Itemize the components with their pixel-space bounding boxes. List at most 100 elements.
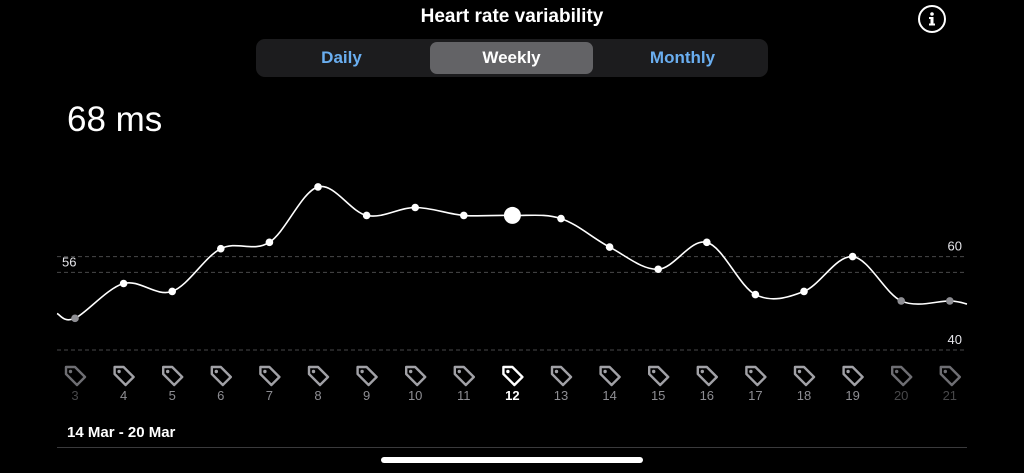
- tag-icon-hole: [409, 369, 413, 374]
- x-tick-label: 7: [266, 388, 273, 403]
- hrv-value: 68 ms: [67, 100, 163, 139]
- data-point: [314, 183, 322, 191]
- x-tick-label: 18: [797, 388, 811, 403]
- data-point: [411, 203, 420, 212]
- x-tick-label: 6: [217, 388, 224, 403]
- tag-icon-outline: [550, 365, 573, 387]
- data-point: [217, 244, 225, 253]
- tag-icon-hole: [214, 369, 218, 374]
- page-title: Heart rate variability: [420, 6, 604, 27]
- x-tick-label: 13: [554, 388, 568, 403]
- tag-icon-outline: [307, 365, 330, 387]
- tag-icon[interactable]: [550, 365, 573, 387]
- tab-daily[interactable]: Daily: [321, 48, 362, 67]
- tag-icon-outline: [210, 365, 233, 387]
- tag-icon-hole: [700, 369, 704, 374]
- x-tick-label: 19: [845, 388, 859, 403]
- divider: [57, 447, 967, 448]
- x-tick-label: 16: [700, 388, 714, 403]
- tab-monthly[interactable]: Monthly: [649, 48, 716, 67]
- tag-icon-hole: [506, 369, 510, 374]
- x-tick-label: 11: [457, 388, 471, 403]
- x-tick-label: 8: [314, 388, 321, 403]
- tag-icon[interactable]: [502, 365, 524, 387]
- tag-icon[interactable]: [842, 365, 864, 387]
- tag-icon[interactable]: [939, 365, 961, 387]
- tag-icon[interactable]: [405, 365, 427, 387]
- data-point: [703, 238, 711, 247]
- data-point: [848, 252, 857, 261]
- tag-icon[interactable]: [793, 365, 816, 387]
- tag-icon-outline: [793, 365, 816, 387]
- data-point: [605, 243, 614, 251]
- tag-icon[interactable]: [648, 365, 670, 387]
- tag-icon-hole: [457, 369, 461, 374]
- tag-icon-outline: [939, 365, 961, 387]
- tag-icon[interactable]: [113, 365, 135, 387]
- tag-icon[interactable]: [745, 365, 767, 387]
- tag-icon-outline: [405, 365, 427, 387]
- tag-icon-outline: [502, 365, 524, 387]
- tag-icon-hole: [797, 369, 802, 374]
- tag-icon-hole: [652, 369, 656, 374]
- period-segmented-control: Daily Weekly Monthly: [256, 39, 768, 77]
- x-tick-label: 21: [943, 388, 957, 403]
- data-point: [897, 297, 905, 305]
- data-point: [71, 314, 79, 323]
- tag-icon-hole: [360, 369, 364, 374]
- tag-icon-hole: [554, 369, 559, 374]
- tag-icon[interactable]: [356, 365, 378, 387]
- x-tick-label: 3: [71, 388, 78, 403]
- tag-icon[interactable]: [696, 365, 718, 387]
- data-point: [168, 287, 176, 296]
- tag-icon-hole: [749, 369, 753, 374]
- tag-icon-hole: [311, 369, 316, 374]
- tag-icon-hole: [846, 369, 850, 374]
- tag-icon-outline: [891, 365, 913, 387]
- x-tick-label: 5: [169, 388, 176, 403]
- tag-icon-hole: [895, 369, 899, 374]
- tag-icon-outline: [599, 365, 621, 387]
- home-indicator: [381, 457, 643, 463]
- x-tick-label: 9: [363, 388, 370, 403]
- tag-icon[interactable]: [210, 365, 233, 387]
- tag-icon-outline: [648, 365, 670, 387]
- data-point: [265, 238, 274, 247]
- tab-weekly[interactable]: Weekly: [430, 42, 593, 74]
- data-point: [751, 290, 760, 299]
- tag-icon[interactable]: [453, 365, 475, 387]
- tag-icon[interactable]: [307, 365, 330, 387]
- tag-icon-outline: [356, 365, 378, 387]
- tag-icon[interactable]: [64, 365, 87, 387]
- tag-icon-outline: [453, 365, 475, 387]
- data-point: [557, 214, 565, 223]
- reference-label: 40: [948, 332, 962, 347]
- reference-label: 56: [62, 254, 76, 269]
- tag-icon-hole: [166, 369, 170, 374]
- tag-icon[interactable]: [891, 365, 913, 387]
- info-circle-icon: [929, 12, 935, 26]
- x-tick-label: 17: [748, 388, 762, 403]
- tag-icon[interactable]: [161, 365, 184, 387]
- hrv-series-line: [56, 185, 968, 321]
- data-point: [654, 265, 662, 274]
- data-point: [119, 279, 128, 288]
- x-tick-label: 20: [894, 388, 908, 403]
- selected-data-point: [503, 206, 521, 224]
- tag-icon[interactable]: [259, 365, 281, 387]
- tag-icon-outline: [259, 365, 281, 387]
- tag-icon-outline: [64, 365, 87, 387]
- tag-icon-outline: [842, 365, 864, 387]
- tag-icon[interactable]: [599, 365, 621, 387]
- data-point: [460, 211, 468, 220]
- x-tick-label: 15: [651, 388, 665, 403]
- x-tick-label: 10: [408, 388, 422, 403]
- info-button[interactable]: [918, 5, 946, 33]
- x-tick-label: 14: [602, 388, 616, 403]
- tag-icon-hole: [603, 369, 607, 374]
- data-point: [362, 211, 371, 220]
- data-point: [800, 287, 808, 296]
- tag-icon-outline: [696, 365, 718, 387]
- tag-icon-hole: [117, 369, 121, 374]
